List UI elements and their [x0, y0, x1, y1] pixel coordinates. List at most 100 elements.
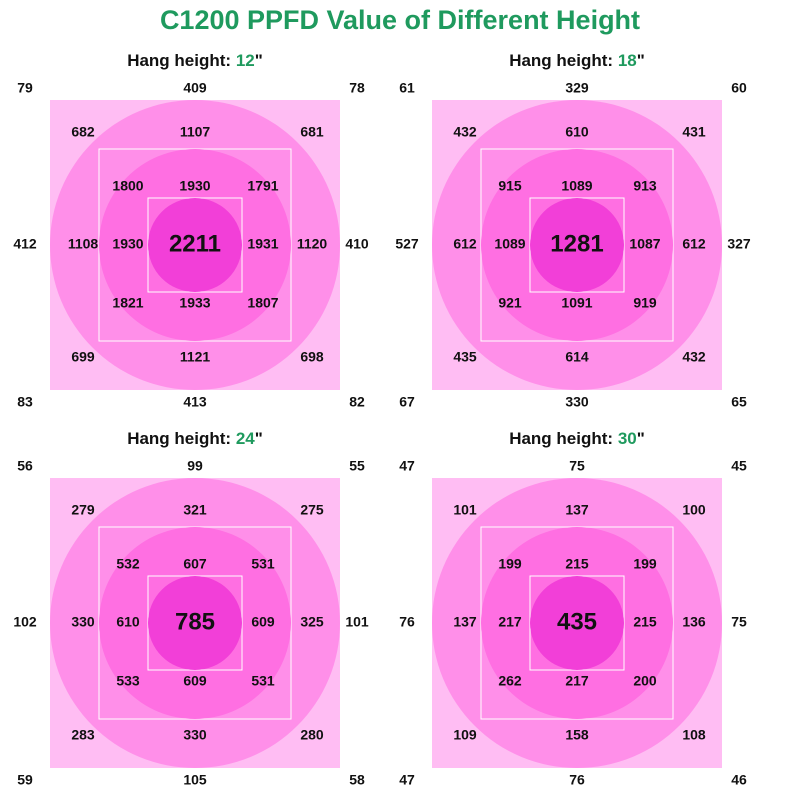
ppfd-value: 60 — [731, 80, 747, 96]
center-value: 1281 — [550, 230, 603, 257]
ppfd-value: 325 — [300, 614, 324, 630]
ppfd-value: 1108 — [68, 236, 99, 252]
ppfd-value: 109 — [453, 727, 477, 743]
ppfd-value: 1821 — [112, 295, 143, 311]
ppfd-value: 321 — [183, 502, 207, 518]
ppfd-value: 432 — [453, 124, 477, 140]
ppfd-value: 1091 — [561, 295, 592, 311]
ppfd-value: 82 — [349, 394, 365, 410]
ppfd-value: 1800 — [112, 178, 143, 194]
ppfd-value: 681 — [300, 124, 324, 140]
title: C1200 PPFD Value of Different Height — [160, 5, 640, 35]
ppfd-value: 58 — [349, 772, 365, 788]
ppfd-value: 200 — [633, 673, 657, 689]
ppfd-value: 45 — [731, 458, 747, 474]
ppfd-value: 699 — [71, 349, 95, 365]
ppfd-value: 262 — [498, 673, 522, 689]
unit: " — [255, 51, 263, 70]
ppfd-value: 919 — [633, 295, 657, 311]
height: 24 — [236, 429, 255, 448]
height: 18 — [618, 51, 637, 70]
panel-label: Hang height: 12" — [127, 51, 263, 70]
center-circle — [148, 198, 242, 292]
ppfd-value: 217 — [498, 614, 522, 630]
ppfd-value: 199 — [498, 556, 522, 572]
ppfd-value: 65 — [731, 394, 747, 410]
panel: Hang height: 12" 79 409 78 682 1107 681 1800 193… — [13, 51, 369, 409]
ppfd-value: 409 — [183, 80, 207, 96]
ppfd-value: 108 — [682, 727, 706, 743]
panel: Hang height: 18" 61 329 60 432 610 431 915 1089 9… — [395, 51, 751, 409]
center-circle — [148, 576, 242, 670]
ppfd-value: 215 — [565, 556, 589, 572]
ppfd-value: 47 — [399, 458, 415, 474]
ppfd-value: 75 — [731, 614, 747, 630]
unit: " — [637, 51, 645, 70]
ppfd-value: 1791 — [247, 178, 278, 194]
ppfd-value: 280 — [300, 727, 324, 743]
panel-label: Hang height: 24" — [127, 429, 263, 448]
ppfd-value: 431 — [682, 124, 706, 140]
ppfd-value: 330 — [183, 727, 207, 743]
ppfd-value: 55 — [349, 458, 365, 474]
ppfd-value: 1930 — [179, 178, 210, 194]
label-text: Hang height: — [127, 429, 231, 448]
center-circle — [530, 576, 624, 670]
ppfd-value: 136 — [682, 614, 706, 630]
ppfd-value: 612 — [682, 236, 706, 252]
center-value: 2211 — [169, 230, 221, 257]
ppfd-value: 1121 — [180, 349, 211, 365]
panel-label: Hang height: 30" — [509, 429, 645, 448]
ppfd-value: 612 — [453, 236, 477, 252]
ppfd-value: 99 — [187, 458, 203, 474]
ppfd-value: 215 — [633, 614, 657, 630]
ppfd-value: 102 — [13, 614, 37, 630]
ppfd-value: 1087 — [629, 236, 660, 252]
ppfd-value: 1930 — [112, 236, 143, 252]
label-text: Hang height: — [509, 429, 613, 448]
ppfd-value: 432 — [682, 349, 706, 365]
ppfd-value: 61 — [399, 80, 415, 96]
ppfd-value: 56 — [17, 458, 33, 474]
ppfd-value: 915 — [498, 178, 522, 194]
ppfd-value: 913 — [633, 178, 657, 194]
ppfd-value: 698 — [300, 349, 324, 365]
ppfd-value: 275 — [300, 502, 324, 518]
label-text: Hang height: — [127, 51, 231, 70]
ppfd-value: 105 — [183, 772, 207, 788]
label-text: Hang height: — [509, 51, 613, 70]
center-circle — [530, 198, 624, 292]
ppfd-value: 100 — [682, 502, 706, 518]
ppfd-value: 1089 — [561, 178, 592, 194]
ppfd-value: 435 — [453, 349, 477, 365]
ppfd-value: 921 — [498, 295, 522, 311]
ppfd-value: 137 — [565, 502, 589, 518]
ppfd-value: 610 — [116, 614, 140, 630]
ppfd-value: 101 — [453, 502, 477, 518]
ppfd-value: 217 — [565, 673, 589, 689]
height: 30 — [618, 429, 637, 448]
ppfd-value: 1933 — [179, 295, 210, 311]
ppfd-value: 532 — [116, 556, 140, 572]
ppfd-value: 79 — [17, 80, 33, 96]
ppfd-value: 609 — [183, 673, 207, 689]
ppfd-value: 75 — [569, 458, 585, 474]
ppfd-value: 1807 — [247, 295, 278, 311]
ppfd-value: 412 — [13, 236, 37, 252]
ppfd-value: 59 — [17, 772, 33, 788]
ppfd-value: 533 — [116, 673, 140, 689]
ppfd-value: 410 — [345, 236, 369, 252]
unit: " — [637, 429, 645, 448]
ppfd-value: 199 — [633, 556, 657, 572]
ppfd-value: 609 — [251, 614, 275, 630]
ppfd-value: 330 — [71, 614, 95, 630]
ppfd-value: 83 — [17, 394, 33, 410]
ppfd-value: 1931 — [247, 236, 278, 252]
center-value: 435 — [557, 608, 597, 635]
ppfd-value: 1120 — [297, 236, 328, 252]
ppfd-value: 279 — [71, 502, 95, 518]
ppfd-value: 47 — [399, 772, 415, 788]
ppfd-value: 76 — [569, 772, 585, 788]
ppfd-value: 329 — [565, 80, 589, 96]
